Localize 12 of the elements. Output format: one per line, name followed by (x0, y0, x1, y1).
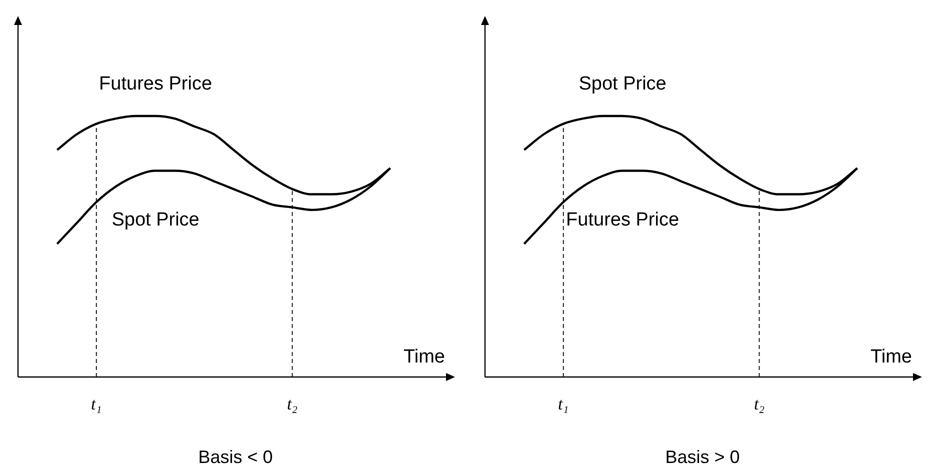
x-tick-label: t₁ (558, 394, 569, 414)
x-tick-label: t₁ (91, 394, 102, 414)
x-axis-title: Time (403, 346, 445, 368)
series-label: Spot Price (578, 74, 666, 95)
series-label: Futures Price (566, 210, 680, 231)
x-tick-label: t₂ (286, 394, 298, 414)
x-axis-title: Time (870, 346, 912, 368)
series-label: Spot Price (112, 210, 200, 231)
series-label: Futures Price (99, 74, 212, 95)
x-tick-label: t₂ (754, 394, 765, 414)
text: Basis < 0 (198, 447, 273, 468)
text: Basis > 0 (665, 447, 740, 468)
